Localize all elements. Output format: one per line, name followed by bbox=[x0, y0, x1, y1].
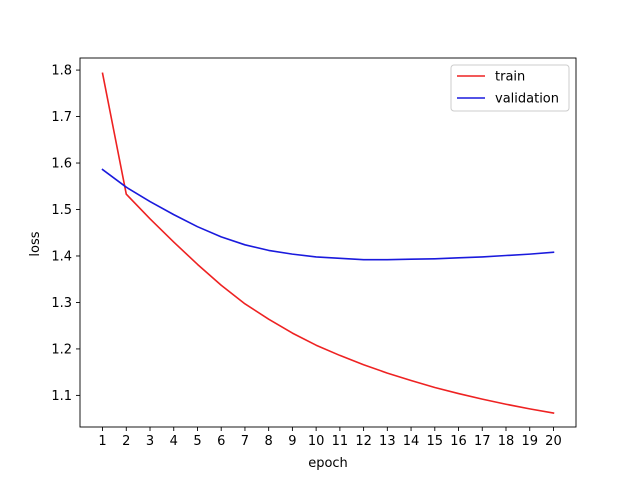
x-tick-label: 2 bbox=[122, 434, 130, 449]
x-tick-label: 4 bbox=[170, 434, 178, 449]
y-tick-label: 1.8 bbox=[51, 64, 72, 79]
x-tick-label: 19 bbox=[521, 434, 538, 449]
y-tick-label: 1.1 bbox=[51, 389, 72, 404]
ticks-layer: 1 2 3 4 5 6 7 8 9 10 11 12 13 14 15 16 17 18 19 201.11.21.3… bbox=[51, 64, 561, 449]
x-tick-label: 13 bbox=[379, 434, 396, 449]
y-tick-label: 1.7 bbox=[51, 110, 72, 125]
y-tick-label: 1.6 bbox=[51, 157, 72, 172]
x-tick-label: 20 bbox=[545, 434, 562, 449]
x-tick-label: 8 bbox=[265, 434, 273, 449]
series-line-validation bbox=[101, 168, 555, 261]
x-axis-label: epoch bbox=[308, 456, 348, 471]
x-tick-label: 11 bbox=[332, 434, 349, 449]
x-tick-label: 14 bbox=[403, 434, 420, 449]
legend: train validation bbox=[450, 64, 570, 112]
x-tick-label: 3 bbox=[146, 434, 154, 449]
legend-label-train: train bbox=[495, 70, 525, 85]
x-tick-label: 1 bbox=[98, 434, 106, 449]
y-tick-label: 1.4 bbox=[51, 249, 72, 264]
x-tick-label: 12 bbox=[355, 434, 372, 449]
x-tick-label: 5 bbox=[193, 434, 201, 449]
x-tick-label: 6 bbox=[217, 434, 225, 449]
series-line-train bbox=[101, 72, 555, 414]
plot-frame bbox=[79, 57, 577, 428]
x-tick-label: 18 bbox=[498, 434, 515, 449]
series-layer bbox=[101, 72, 555, 414]
x-tick-label: 9 bbox=[288, 434, 296, 449]
x-tick-label: 7 bbox=[241, 434, 249, 449]
y-tick-label: 1.5 bbox=[51, 203, 72, 218]
x-tick-label: 17 bbox=[474, 434, 491, 449]
x-tick-label: 16 bbox=[450, 434, 467, 449]
y-axis-label: loss bbox=[28, 231, 43, 256]
y-tick-label: 1.3 bbox=[51, 296, 72, 311]
legend-label-validation: validation bbox=[495, 92, 559, 107]
axes-layer bbox=[79, 57, 577, 428]
y-tick-label: 1.2 bbox=[51, 342, 72, 357]
x-tick-label: 10 bbox=[308, 434, 325, 449]
x-tick-label: 15 bbox=[427, 434, 444, 449]
